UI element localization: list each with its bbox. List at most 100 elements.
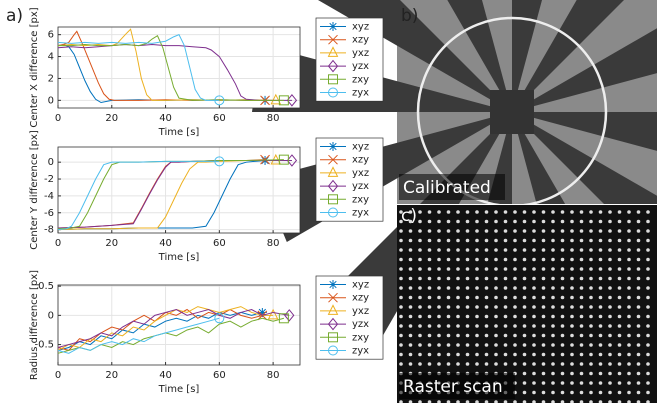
x-tick-label: 0 bbox=[55, 370, 61, 381]
dot bbox=[560, 343, 565, 347]
dot bbox=[513, 248, 517, 252]
dot bbox=[475, 324, 479, 328]
dot bbox=[646, 267, 650, 271]
dot bbox=[551, 381, 555, 385]
dot bbox=[541, 390, 546, 395]
legend-label: xyz bbox=[352, 280, 369, 291]
dot bbox=[589, 238, 593, 243]
dot bbox=[598, 248, 603, 252]
dot bbox=[427, 333, 432, 338]
dot bbox=[579, 267, 584, 271]
y-tick-label: 6 bbox=[48, 30, 54, 41]
dot bbox=[513, 305, 517, 309]
dot bbox=[484, 286, 489, 290]
legend-label: yxz bbox=[352, 48, 369, 59]
dot bbox=[494, 362, 498, 366]
dot bbox=[579, 333, 584, 338]
dot bbox=[446, 343, 451, 347]
dot bbox=[608, 248, 612, 252]
dot bbox=[541, 286, 546, 290]
dot bbox=[646, 229, 650, 233]
dot bbox=[456, 267, 460, 271]
dot bbox=[598, 267, 603, 271]
dot bbox=[560, 286, 565, 290]
dot bbox=[513, 257, 517, 262]
dot bbox=[598, 219, 603, 224]
dot bbox=[579, 210, 584, 214]
legend-marker bbox=[328, 207, 338, 218]
dot bbox=[598, 381, 603, 385]
wedge bbox=[512, 28, 657, 112]
dot bbox=[608, 381, 612, 385]
dot bbox=[627, 314, 631, 319]
dot bbox=[551, 210, 555, 214]
dot bbox=[608, 276, 612, 281]
dot bbox=[646, 371, 650, 376]
dot bbox=[627, 295, 631, 300]
dot bbox=[589, 267, 593, 271]
dot bbox=[560, 381, 565, 385]
dot bbox=[522, 248, 527, 252]
dot bbox=[513, 295, 517, 300]
dot bbox=[408, 324, 413, 328]
dot bbox=[541, 295, 546, 300]
dot bbox=[608, 238, 612, 243]
dot bbox=[589, 362, 593, 366]
dot bbox=[503, 314, 508, 319]
dot bbox=[589, 210, 593, 214]
chart: 0 20 40 60 80 0 2 4 6 Time [s] Center X difference… bbox=[29, 7, 384, 138]
dot bbox=[503, 248, 508, 252]
legend-label: zxy bbox=[352, 194, 369, 205]
dot bbox=[636, 324, 641, 328]
image-raster bbox=[397, 205, 657, 404]
dot bbox=[465, 229, 470, 233]
dot bbox=[532, 219, 536, 224]
dot bbox=[456, 362, 460, 366]
dot bbox=[399, 286, 403, 290]
x-tick-label: 20 bbox=[105, 370, 118, 381]
dot bbox=[541, 248, 546, 252]
x-tick-label: 40 bbox=[159, 238, 172, 249]
dot bbox=[589, 248, 593, 252]
dot bbox=[551, 343, 555, 347]
legend-marker bbox=[327, 317, 339, 331]
dot bbox=[522, 352, 527, 357]
dot bbox=[456, 248, 460, 252]
end-marker bbox=[278, 154, 289, 165]
dot bbox=[617, 210, 622, 214]
dot bbox=[513, 267, 517, 271]
dot bbox=[532, 248, 536, 252]
dot bbox=[598, 371, 603, 376]
dot bbox=[598, 286, 603, 290]
dot bbox=[617, 305, 622, 309]
dot bbox=[627, 305, 631, 309]
dot bbox=[513, 238, 517, 243]
dot bbox=[503, 219, 508, 224]
dot bbox=[475, 257, 479, 262]
dot bbox=[646, 295, 650, 300]
dot bbox=[636, 305, 641, 309]
dot bbox=[589, 390, 593, 395]
legend-marker bbox=[328, 74, 338, 85]
series-line bbox=[58, 35, 284, 101]
dot bbox=[617, 229, 622, 233]
dot bbox=[608, 257, 612, 262]
dot bbox=[589, 352, 593, 357]
dot bbox=[636, 276, 641, 281]
dot bbox=[446, 229, 451, 233]
dot bbox=[465, 286, 470, 290]
dot bbox=[465, 324, 470, 328]
dot bbox=[437, 362, 441, 366]
dot bbox=[579, 352, 584, 357]
dot bbox=[513, 210, 517, 214]
dot bbox=[579, 238, 584, 243]
dot bbox=[408, 333, 413, 338]
legend-label: xzy bbox=[352, 155, 369, 166]
legend-marker bbox=[328, 280, 338, 289]
dot bbox=[532, 276, 536, 281]
dot bbox=[551, 371, 555, 376]
x-tick-label: 60 bbox=[213, 238, 226, 249]
dot bbox=[427, 324, 432, 328]
dot bbox=[494, 305, 498, 309]
dot bbox=[532, 324, 536, 328]
